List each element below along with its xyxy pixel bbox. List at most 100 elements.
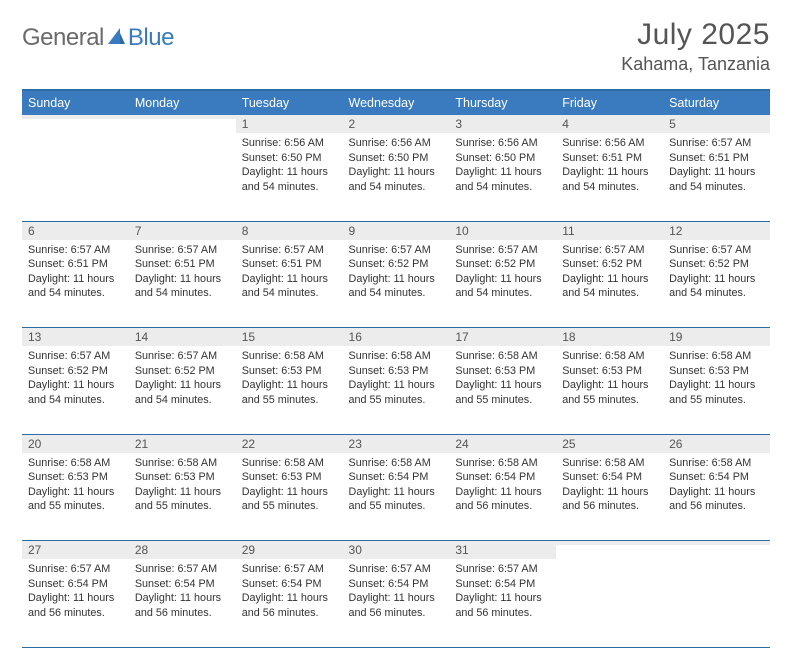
day-number: 1 — [236, 115, 343, 133]
day-details: Sunrise: 6:57 AMSunset: 6:51 PMDaylight:… — [236, 240, 343, 306]
calendar-day-number-cell — [663, 541, 770, 560]
day-number — [129, 115, 236, 119]
day-details: Sunrise: 6:58 AMSunset: 6:54 PMDaylight:… — [556, 453, 663, 519]
daylight-text: Daylight: 11 hours and 54 minutes. — [135, 272, 230, 301]
calendar-week-number-row: 20212223242526 — [22, 434, 770, 453]
daylight-text: Daylight: 11 hours and 55 minutes. — [242, 378, 337, 407]
calendar-day-number-cell: 4 — [556, 115, 663, 133]
calendar-day-number-cell: 13 — [22, 328, 129, 347]
sunrise-text: Sunrise: 6:56 AM — [562, 136, 657, 151]
day-number: 20 — [22, 435, 129, 453]
day-details: Sunrise: 6:57 AMSunset: 6:51 PMDaylight:… — [663, 133, 770, 199]
sunset-text: Sunset: 6:53 PM — [242, 470, 337, 485]
logo-text-blue: Blue — [128, 24, 174, 52]
day-details: Sunrise: 6:56 AMSunset: 6:50 PMDaylight:… — [343, 133, 450, 199]
day-details: Sunrise: 6:57 AMSunset: 6:52 PMDaylight:… — [556, 240, 663, 306]
calendar-day-cell: Sunrise: 6:58 AMSunset: 6:54 PMDaylight:… — [449, 453, 556, 541]
daylight-text: Daylight: 11 hours and 54 minutes. — [562, 165, 657, 194]
day-number: 27 — [22, 541, 129, 559]
calendar-week-body-row: Sunrise: 6:57 AMSunset: 6:52 PMDaylight:… — [22, 346, 770, 434]
sunrise-text: Sunrise: 6:58 AM — [455, 349, 550, 364]
day-details: Sunrise: 6:58 AMSunset: 6:53 PMDaylight:… — [236, 346, 343, 412]
sunset-text: Sunset: 6:53 PM — [135, 470, 230, 485]
day-number: 30 — [343, 541, 450, 559]
day-number — [556, 541, 663, 545]
calendar-week-body-row: Sunrise: 6:58 AMSunset: 6:53 PMDaylight:… — [22, 453, 770, 541]
day-number: 26 — [663, 435, 770, 453]
weekday-heading: Wednesday — [343, 90, 450, 115]
calendar-day-number-cell: 6 — [22, 221, 129, 240]
day-details: Sunrise: 6:57 AMSunset: 6:52 PMDaylight:… — [22, 346, 129, 412]
daylight-text: Daylight: 11 hours and 54 minutes. — [455, 165, 550, 194]
calendar-day-cell: Sunrise: 6:56 AMSunset: 6:50 PMDaylight:… — [236, 133, 343, 221]
day-number: 18 — [556, 328, 663, 346]
sunrise-text: Sunrise: 6:58 AM — [349, 349, 444, 364]
day-number — [663, 541, 770, 545]
sunset-text: Sunset: 6:50 PM — [242, 151, 337, 166]
daylight-text: Daylight: 11 hours and 54 minutes. — [349, 165, 444, 194]
brand-logo: General Blue — [22, 18, 174, 52]
day-number: 4 — [556, 115, 663, 133]
day-details: Sunrise: 6:57 AMSunset: 6:54 PMDaylight:… — [129, 559, 236, 625]
calendar-day-number-cell: 27 — [22, 541, 129, 560]
day-details: Sunrise: 6:57 AMSunset: 6:52 PMDaylight:… — [343, 240, 450, 306]
calendar-day-number-cell: 30 — [343, 541, 450, 560]
calendar-day-cell: Sunrise: 6:57 AMSunset: 6:52 PMDaylight:… — [663, 240, 770, 328]
day-details: Sunrise: 6:58 AMSunset: 6:53 PMDaylight:… — [663, 346, 770, 412]
calendar-day-number-cell: 20 — [22, 434, 129, 453]
day-number: 12 — [663, 222, 770, 240]
sunset-text: Sunset: 6:52 PM — [455, 257, 550, 272]
day-number: 17 — [449, 328, 556, 346]
daylight-text: Daylight: 11 hours and 55 minutes. — [242, 485, 337, 514]
weekday-heading: Tuesday — [236, 90, 343, 115]
calendar-day-number-cell: 1 — [236, 115, 343, 133]
calendar-day-number-cell: 17 — [449, 328, 556, 347]
daylight-text: Daylight: 11 hours and 54 minutes. — [669, 165, 764, 194]
calendar-day-number-cell: 15 — [236, 328, 343, 347]
day-details: Sunrise: 6:58 AMSunset: 6:54 PMDaylight:… — [449, 453, 556, 519]
sunset-text: Sunset: 6:54 PM — [455, 577, 550, 592]
day-number: 31 — [449, 541, 556, 559]
calendar-day-cell — [556, 559, 663, 647]
sunset-text: Sunset: 6:52 PM — [562, 257, 657, 272]
sunset-text: Sunset: 6:50 PM — [349, 151, 444, 166]
day-details: Sunrise: 6:57 AMSunset: 6:51 PMDaylight:… — [22, 240, 129, 306]
calendar-day-cell: Sunrise: 6:58 AMSunset: 6:53 PMDaylight:… — [236, 346, 343, 434]
day-details: Sunrise: 6:58 AMSunset: 6:53 PMDaylight:… — [343, 346, 450, 412]
sunset-text: Sunset: 6:50 PM — [455, 151, 550, 166]
calendar-day-number-cell: 3 — [449, 115, 556, 133]
weekday-heading: Thursday — [449, 90, 556, 115]
sunrise-text: Sunrise: 6:56 AM — [455, 136, 550, 151]
daylight-text: Daylight: 11 hours and 54 minutes. — [242, 165, 337, 194]
sunset-text: Sunset: 6:53 PM — [455, 364, 550, 379]
sunset-text: Sunset: 6:51 PM — [242, 257, 337, 272]
daylight-text: Daylight: 11 hours and 56 minutes. — [455, 485, 550, 514]
sunset-text: Sunset: 6:54 PM — [562, 470, 657, 485]
sunrise-text: Sunrise: 6:57 AM — [242, 243, 337, 258]
calendar-day-cell: Sunrise: 6:56 AMSunset: 6:50 PMDaylight:… — [449, 133, 556, 221]
calendar-day-cell: Sunrise: 6:57 AMSunset: 6:51 PMDaylight:… — [129, 240, 236, 328]
calendar-day-number-cell: 5 — [663, 115, 770, 133]
day-number: 25 — [556, 435, 663, 453]
sunset-text: Sunset: 6:54 PM — [669, 470, 764, 485]
sunset-text: Sunset: 6:51 PM — [669, 151, 764, 166]
sunset-text: Sunset: 6:51 PM — [28, 257, 123, 272]
calendar-day-number-cell: 18 — [556, 328, 663, 347]
calendar-day-cell: Sunrise: 6:57 AMSunset: 6:54 PMDaylight:… — [449, 559, 556, 647]
daylight-text: Daylight: 11 hours and 56 minutes. — [135, 591, 230, 620]
sunrise-text: Sunrise: 6:58 AM — [669, 456, 764, 471]
sunrise-text: Sunrise: 6:57 AM — [455, 562, 550, 577]
calendar-day-cell — [129, 133, 236, 221]
calendar-day-cell: Sunrise: 6:58 AMSunset: 6:53 PMDaylight:… — [449, 346, 556, 434]
calendar-day-cell: Sunrise: 6:58 AMSunset: 6:53 PMDaylight:… — [343, 346, 450, 434]
calendar-week-body-row: Sunrise: 6:56 AMSunset: 6:50 PMDaylight:… — [22, 133, 770, 221]
day-number: 19 — [663, 328, 770, 346]
day-number: 5 — [663, 115, 770, 133]
day-number: 16 — [343, 328, 450, 346]
sunrise-text: Sunrise: 6:56 AM — [242, 136, 337, 151]
sunrise-text: Sunrise: 6:57 AM — [669, 136, 764, 151]
calendar-day-number-cell: 28 — [129, 541, 236, 560]
day-details: Sunrise: 6:58 AMSunset: 6:54 PMDaylight:… — [343, 453, 450, 519]
sunrise-text: Sunrise: 6:57 AM — [669, 243, 764, 258]
calendar-day-number-cell — [556, 541, 663, 560]
